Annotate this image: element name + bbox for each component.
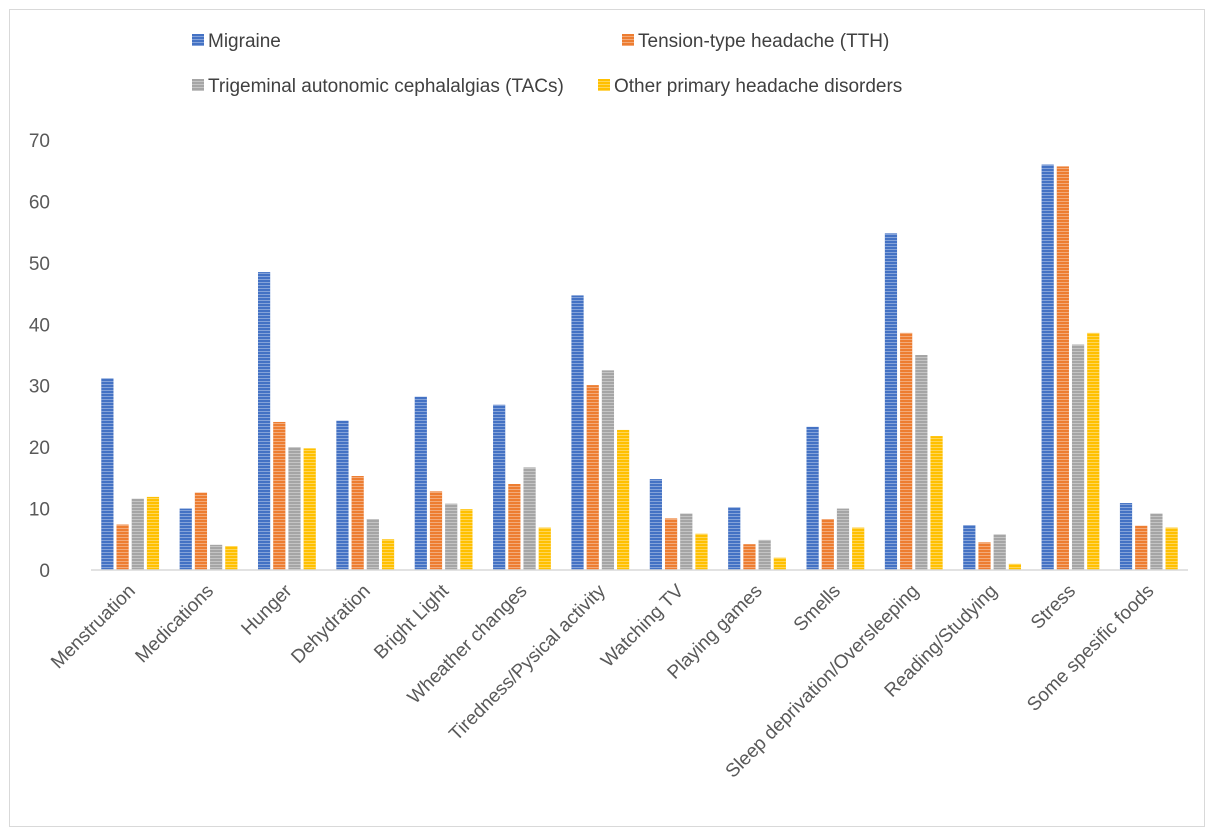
y-tick-label: 50: [29, 254, 50, 275]
bar-texture: [257, 272, 271, 570]
bar-texture: [288, 447, 301, 570]
bar-texture: [1150, 513, 1163, 570]
bar-texture: [1165, 527, 1178, 570]
legend-label: Other primary headache disorders: [614, 76, 902, 97]
bar-texture: [146, 496, 160, 570]
bar-texture: [773, 557, 786, 570]
bar-texture: [1135, 525, 1148, 570]
bar-texture: [101, 378, 114, 570]
bar-texture: [758, 539, 771, 570]
category-label: Tiredness/Pysical activity: [445, 580, 610, 745]
legend-swatch-texture: [192, 34, 204, 46]
bar-texture: [884, 233, 898, 570]
bar-texture: [210, 544, 223, 570]
bar-texture: [179, 508, 192, 570]
legend: Migraine Tension-type headache (TTH) Trige…: [192, 31, 902, 97]
bar-texture: [571, 295, 584, 570]
bar-texture: [743, 544, 756, 570]
bar-texture: [664, 518, 678, 570]
bar-texture: [508, 484, 521, 570]
bar-texture: [523, 467, 536, 570]
bar-texture: [303, 448, 316, 570]
category-label: Stress: [1027, 581, 1080, 634]
bar-texture: [836, 508, 850, 570]
bar-texture: [915, 355, 928, 570]
bar-texture: [131, 498, 144, 570]
bar-texture: [273, 421, 286, 570]
bar-texture: [381, 539, 395, 570]
bar-texture: [649, 479, 662, 570]
y-tick-label: 70: [29, 131, 50, 152]
legend-label: Migraine: [208, 31, 281, 52]
bar-texture: [445, 503, 458, 570]
bar-texture: [728, 507, 741, 570]
bar-texture: [963, 525, 976, 570]
bar-texture: [1119, 503, 1133, 570]
chart-frame: Migraine Tension-type headache (TTH) Trige…: [9, 9, 1205, 827]
category-label: Bright Light: [370, 580, 453, 663]
legend-label: Trigeminal autonomic cephalalgias (TACs): [208, 76, 564, 97]
bar-texture: [429, 491, 443, 570]
bar-texture: [225, 546, 238, 570]
y-tick-label: 30: [29, 377, 50, 398]
bar-texture: [414, 396, 427, 570]
bar-texture: [1041, 164, 1054, 571]
legend-swatch-texture: [192, 79, 204, 91]
bar-texture: [680, 513, 693, 570]
bar-texture: [806, 426, 819, 570]
bar-texture: [460, 509, 473, 570]
bar-texture: [978, 542, 991, 570]
bar-texture: [930, 436, 943, 570]
bar-texture: [351, 476, 364, 570]
bar-texture: [1087, 332, 1100, 570]
y-tick-label: 20: [29, 438, 50, 459]
bar-texture: [366, 519, 379, 570]
bar-chart: Migraine Tension-type headache (TTH) Trige…: [29, 31, 1188, 782]
bar-texture: [538, 527, 551, 570]
category-label: Dehydration: [287, 581, 374, 668]
bar-texture: [116, 524, 129, 570]
bar-texture: [336, 420, 349, 570]
y-tick-label: 10: [29, 500, 50, 521]
bar-texture: [852, 527, 865, 570]
bars: [101, 164, 1178, 571]
legend-label: Tension-type headache (TTH): [638, 31, 889, 52]
bar-texture: [586, 385, 599, 570]
category-label: Hunger: [238, 580, 297, 639]
bar-texture: [993, 534, 1006, 570]
y-tick-label: 0: [39, 561, 50, 582]
bar-texture: [1071, 344, 1085, 570]
y-tick-label: 40: [29, 315, 50, 336]
y-tick-label: 60: [29, 192, 50, 213]
category-label: Medications: [132, 581, 219, 668]
bar-texture: [617, 429, 630, 570]
bar-texture: [695, 533, 708, 570]
bar-texture: [1008, 563, 1022, 570]
bar-texture: [493, 404, 506, 570]
y-axis: 0 10 20 30 40 50 60 70: [29, 131, 50, 582]
legend-swatch-texture: [622, 34, 634, 46]
category-label: Menstruation: [47, 581, 140, 674]
bar-texture: [900, 332, 913, 570]
bar-texture: [1056, 166, 1069, 570]
bar-texture: [194, 492, 208, 570]
bar-texture: [601, 370, 615, 570]
legend-swatch-texture: [598, 79, 610, 91]
category-label: Smells: [790, 581, 845, 636]
bar-texture: [821, 519, 834, 570]
